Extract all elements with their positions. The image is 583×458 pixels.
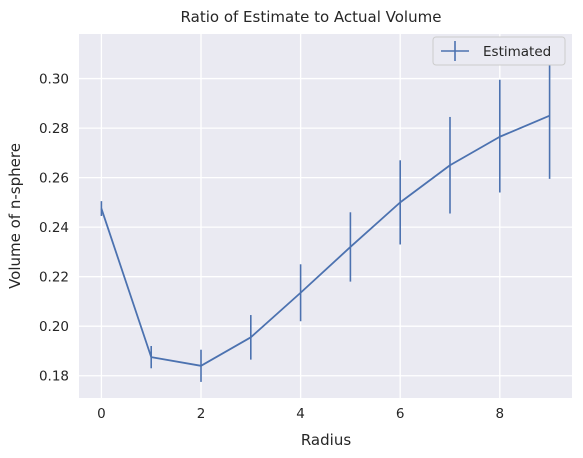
chart-title: Ratio of Estimate to Actual Volume: [181, 8, 442, 26]
y-tick-label: 0.24: [39, 220, 69, 236]
x-tick-label: 6: [396, 406, 405, 422]
x-axis-label: Radius: [301, 431, 351, 449]
y-axis-ticks: 0.18 0.20 0.22 0.24 0.26 0.28 0.30: [39, 72, 69, 385]
legend-box: [432, 36, 566, 66]
x-tick-label: 4: [296, 406, 305, 422]
x-axis-ticks: 0 2 4 6 8: [97, 406, 504, 422]
y-tick-label: 0.18: [39, 369, 69, 385]
x-tick-label: 0: [97, 406, 106, 422]
x-tick-label: 8: [495, 406, 504, 422]
y-tick-label: 0.30: [39, 72, 69, 88]
legend: Estimated: [432, 36, 566, 66]
series-line: [100, 114, 550, 367]
y-tick-label: 0.22: [39, 270, 69, 286]
y-tick-label: 0.20: [39, 319, 69, 335]
grid: [79, 34, 572, 398]
series-layer: [100, 52, 551, 382]
plot-area: [79, 34, 572, 398]
y-tick-label: 0.26: [39, 171, 69, 187]
y-axis-label: Volume of n-sphere: [6, 143, 24, 289]
legend-label-estimated: Estimated: [483, 44, 551, 60]
x-tick-label: 2: [197, 406, 206, 422]
y-tick-label: 0.28: [39, 121, 69, 137]
